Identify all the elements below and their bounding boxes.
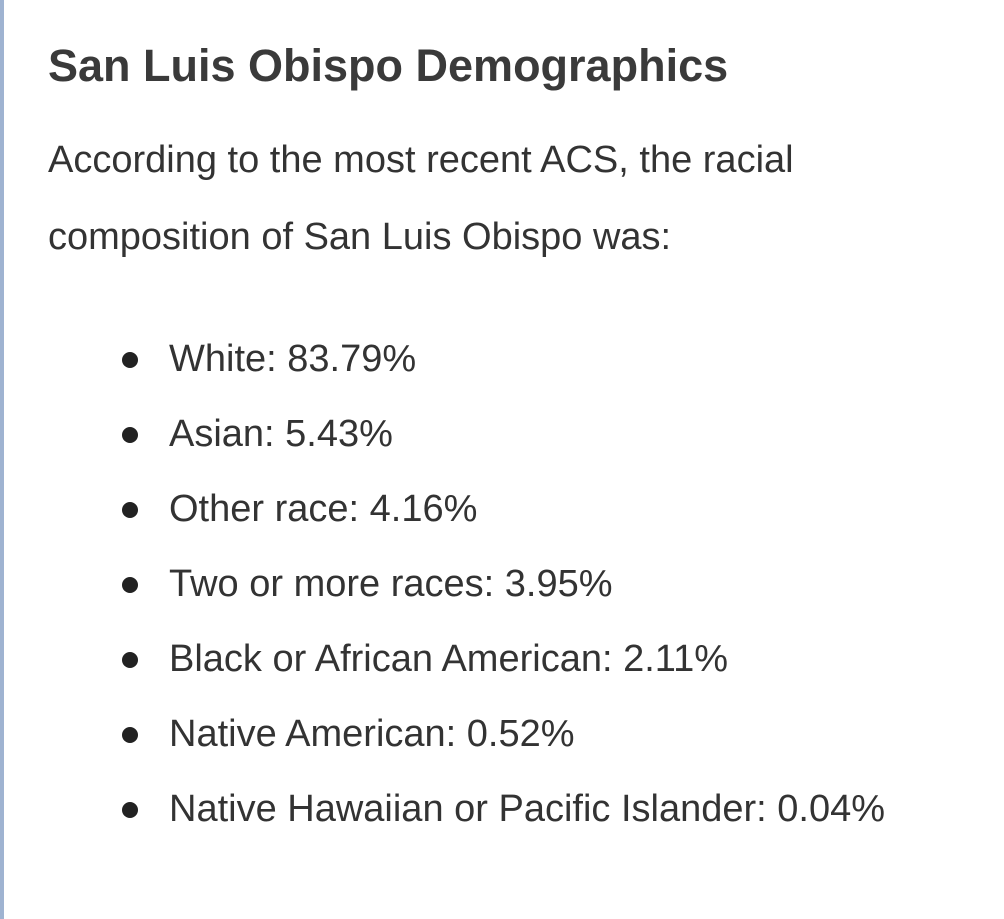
list-item: Black or African American: 2.11%: [121, 622, 885, 697]
race-list: White: 83.79% Asian: 5.43% Other race: 4.1…: [48, 322, 885, 847]
title: San Luis Obispo Demographics: [48, 40, 729, 91]
list-item: Asian: 5.43%: [121, 397, 885, 472]
list-item: Native Hawaiian or Pacific Islander: 0.0…: [121, 772, 885, 847]
list-item: White: 83.79%: [121, 322, 885, 397]
list-item: Other race: 4.16%: [121, 472, 885, 547]
intro: According to the most recent ACS, the ra…: [48, 139, 794, 258]
list-item: Two or more races: 3.95%: [121, 547, 885, 622]
list-item: Native American: 0.52%: [121, 697, 885, 772]
